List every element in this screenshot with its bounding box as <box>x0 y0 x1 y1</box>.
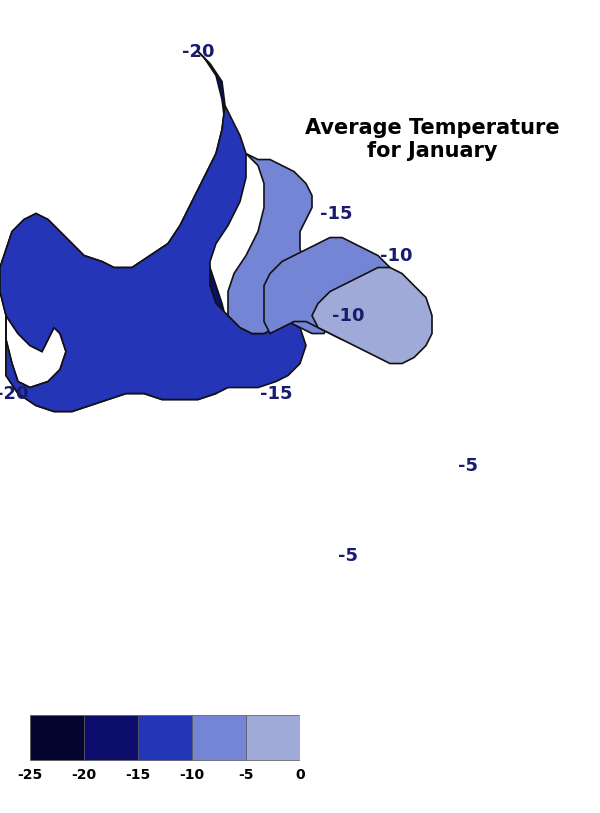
Text: -5: -5 <box>238 768 254 782</box>
Text: -20: -20 <box>0 385 28 402</box>
Text: -15: -15 <box>320 205 352 223</box>
Bar <box>30 715 84 760</box>
Bar <box>246 715 300 760</box>
Polygon shape <box>228 154 336 333</box>
Text: -15: -15 <box>260 385 292 402</box>
Bar <box>138 715 192 760</box>
Polygon shape <box>0 51 231 411</box>
Polygon shape <box>312 267 432 363</box>
Text: -20: -20 <box>182 42 214 60</box>
Text: -10: -10 <box>179 768 205 782</box>
Bar <box>192 715 246 760</box>
Text: -10: -10 <box>380 246 412 264</box>
Bar <box>84 715 138 760</box>
Polygon shape <box>0 106 306 411</box>
Text: -5: -5 <box>338 546 358 564</box>
Text: -10: -10 <box>332 307 364 324</box>
Polygon shape <box>264 237 396 340</box>
Text: -5: -5 <box>458 457 478 475</box>
Text: -25: -25 <box>17 768 43 782</box>
Text: -15: -15 <box>125 768 151 782</box>
Text: -20: -20 <box>71 768 97 782</box>
Text: 0: 0 <box>295 768 305 782</box>
Text: Average Temperature
for January: Average Temperature for January <box>305 118 559 161</box>
